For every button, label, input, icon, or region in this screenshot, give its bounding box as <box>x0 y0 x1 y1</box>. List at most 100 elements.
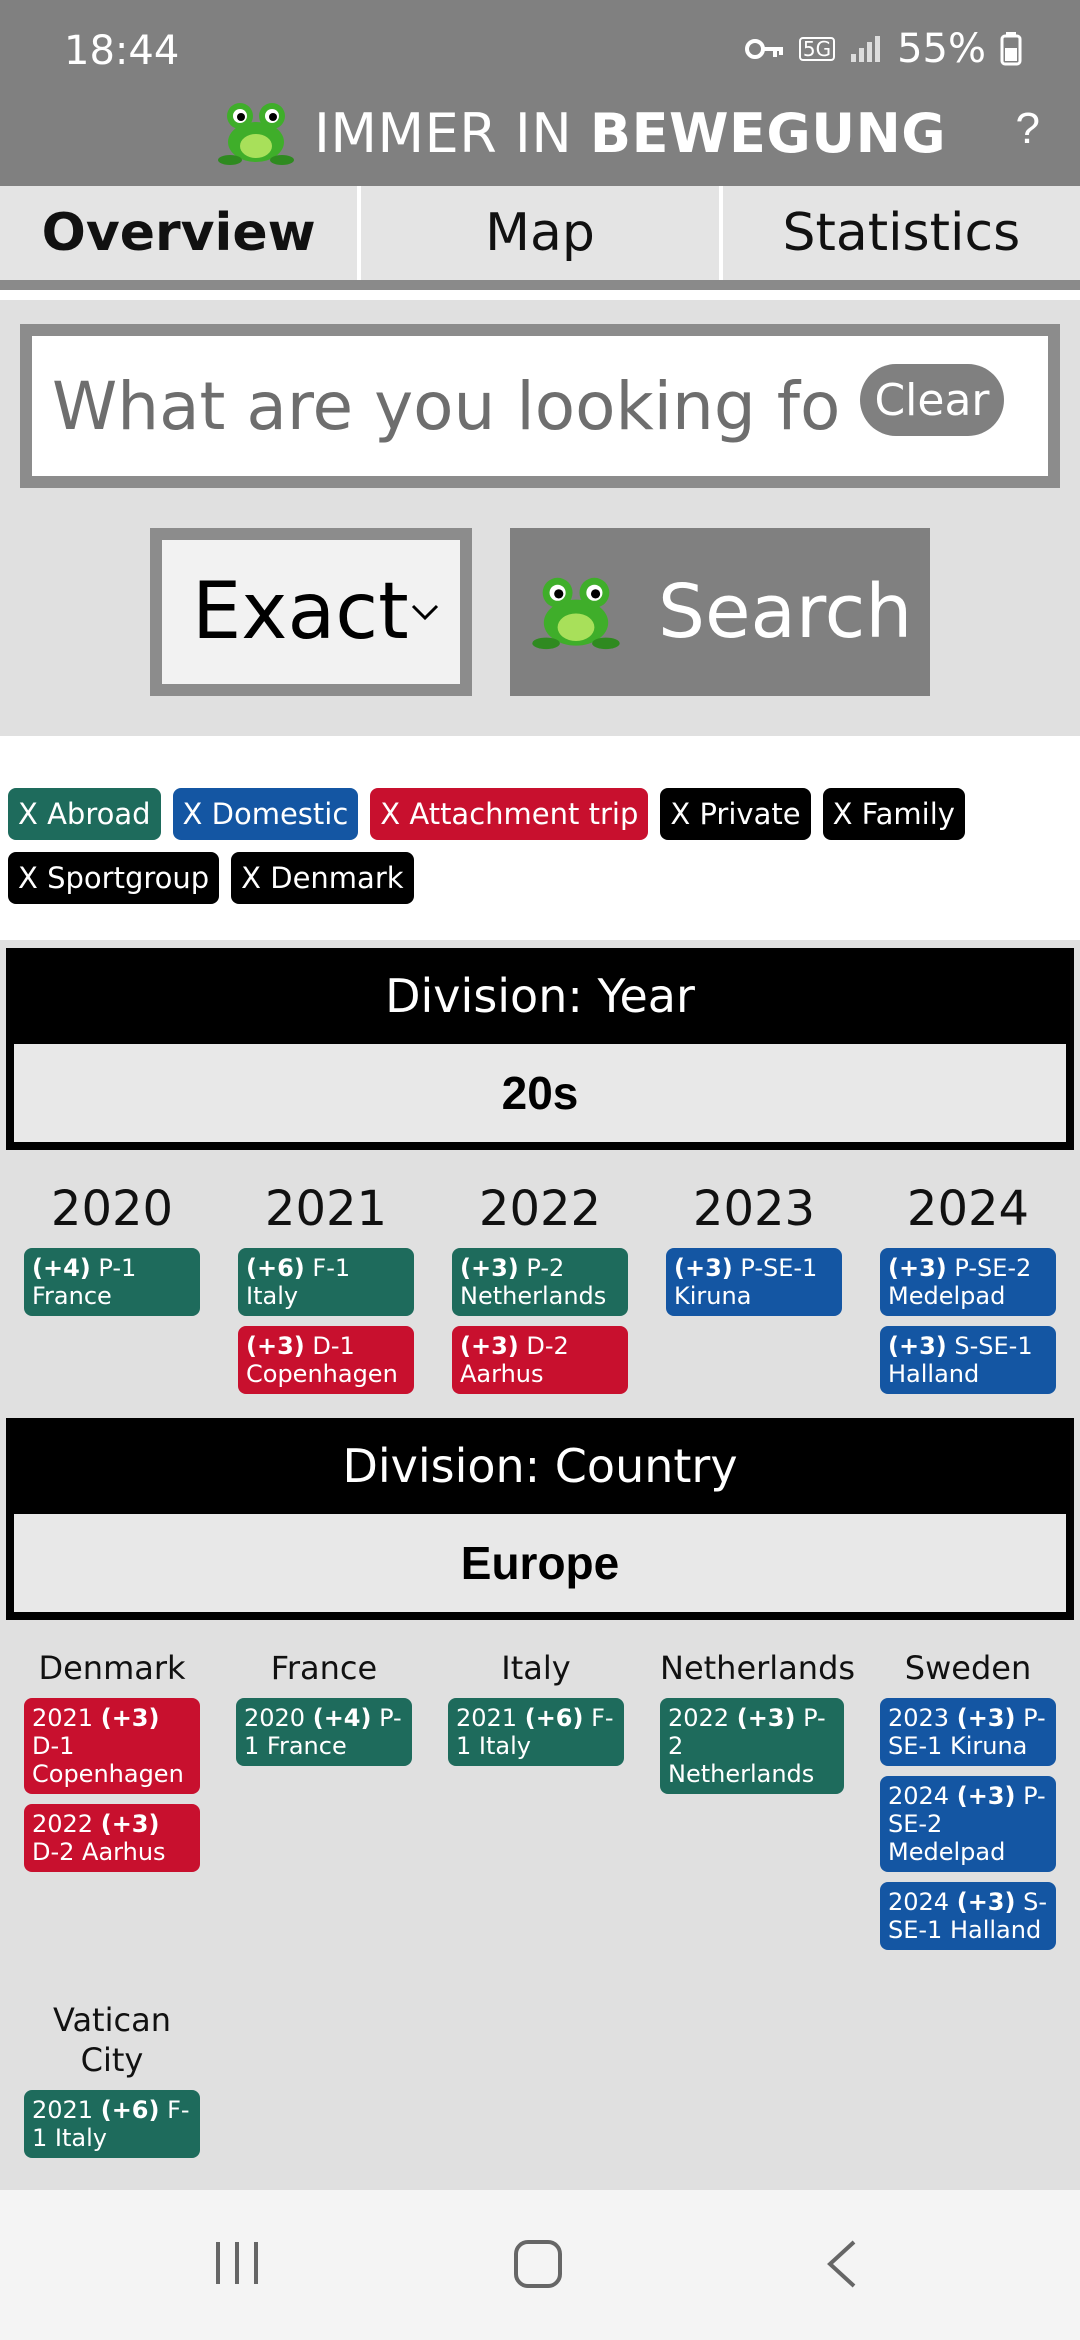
search-button[interactable]: Search <box>510 528 930 696</box>
trip-year: 2023 <box>888 1704 950 1732</box>
trip-year: 2020 <box>244 1704 306 1732</box>
frog-icon <box>530 568 622 657</box>
trip-card[interactable]: (+4) P-1 France <box>24 1248 200 1316</box>
trip-card[interactable]: 2022 (+3) P-2 Netherlands <box>660 1698 844 1794</box>
country-heading: Netherlands <box>660 1649 856 1687</box>
trip-label: S-SE-1 Halland <box>888 1888 1048 1944</box>
help-button[interactable]: ? <box>1015 104 1040 153</box>
app-title: IMMER IN BEWEGUNG <box>216 96 946 171</box>
network-label: 5G <box>798 37 836 61</box>
trip-label: F-1 Italy <box>456 1704 614 1760</box>
trip-card[interactable]: 2020 (+4) P-1 France <box>236 1698 412 1766</box>
status-time: 18:44 <box>64 28 180 74</box>
trip-year: 2024 <box>888 1888 950 1916</box>
battery-percent: 55% <box>897 26 986 72</box>
year-heading: 2024 <box>906 1181 1030 1237</box>
trip-card[interactable]: (+3) D-2 Aarhus <box>452 1326 628 1394</box>
division-country-group[interactable]: Europe <box>14 1514 1066 1612</box>
trip-card[interactable]: 2023 (+3) P-SE-1 Kiruna <box>880 1698 1056 1766</box>
back-icon[interactable] <box>822 2238 862 2295</box>
year-heading: 2022 <box>478 1181 602 1237</box>
system-nav-bar <box>0 2190 1080 2340</box>
trip-label: F-1 Italy <box>246 1254 351 1310</box>
trip-count: (+3) <box>956 1704 1016 1732</box>
trip-label: D-2 Aarhus <box>460 1332 569 1388</box>
trip-card[interactable]: 2021 (+3) D-1 Copenhagen <box>24 1698 200 1794</box>
trip-label: F-1 Italy <box>32 2096 190 2152</box>
trip-card[interactable]: 2024 (+3) P-SE-2 Medelpad <box>880 1776 1056 1872</box>
trip-card[interactable]: (+3) P-SE-2 Medelpad <box>880 1248 1056 1316</box>
country-heading: France <box>270 1649 378 1687</box>
country-column-italy: Italy 2021 (+6) F-1 Italy <box>448 1648 624 1766</box>
trip-card[interactable]: 2022 (+3) D-2 Aarhus <box>24 1804 200 1872</box>
trip-count: (+3) <box>460 1254 519 1282</box>
year-column-2020: 2020 (+4) P-1 France <box>24 1180 200 1316</box>
status-icons: 5G 55% <box>744 26 1022 72</box>
match-mode-value: Exact <box>192 567 409 657</box>
search-box: Clear <box>20 324 1060 488</box>
filter-chip-family[interactable]: X Family <box>822 788 965 840</box>
trip-card[interactable]: (+3) D-1 Copenhagen <box>238 1326 414 1394</box>
trip-label: P-SE-2 Medelpad <box>888 1782 1046 1866</box>
trip-count: (+4) <box>32 1254 91 1282</box>
filter-chip-denmark[interactable]: X Denmark <box>231 852 414 904</box>
filter-chip-abroad[interactable]: X Abroad <box>8 788 161 840</box>
trip-label: D-1 Copenhagen <box>32 1732 184 1788</box>
division-year: Division: Year 20s <box>6 948 1074 1150</box>
division-country: Division: Country Europe <box>6 1418 1074 1620</box>
trip-year: 2021 <box>32 1704 94 1732</box>
trip-label: D-1 Copenhagen <box>246 1332 398 1388</box>
key-icon <box>744 37 785 61</box>
trip-count: (+3) <box>736 1704 796 1732</box>
division-year-title: Division: Year <box>385 969 695 1023</box>
search-input[interactable] <box>52 356 842 456</box>
year-heading: 2023 <box>692 1181 816 1237</box>
trip-card[interactable]: 2021 (+6) F-1 Italy <box>448 1698 624 1766</box>
filter-chip-domestic[interactable]: X Domestic <box>172 788 359 840</box>
country-heading: Italy <box>501 1649 571 1687</box>
trip-label: P-SE-2 Medelpad <box>888 1254 1032 1310</box>
tab-overview[interactable]: Overview <box>0 186 362 280</box>
trip-card[interactable]: (+3) P-2 Netherlands <box>452 1248 628 1316</box>
country-column-sweden: Sweden 2023 (+3) P-SE-1 Kiruna 2024 (+3)… <box>880 1648 1056 1950</box>
trip-count: (+3) <box>888 1254 947 1282</box>
trip-label: P-SE-1 Kiruna <box>888 1704 1046 1760</box>
trip-card[interactable]: 2021 (+6) F-1 Italy <box>24 2090 200 2158</box>
trip-label: P-2 Netherlands <box>668 1704 826 1788</box>
trip-card[interactable]: (+6) F-1 Italy <box>238 1248 414 1316</box>
trip-year: 2021 <box>32 2096 94 2124</box>
trip-count: (+4) <box>312 1704 372 1732</box>
trip-label: P-1 France <box>244 1704 402 1760</box>
clear-button[interactable]: Clear <box>860 364 1004 436</box>
trip-card[interactable]: (+3) P-SE-1 Kiruna <box>666 1248 842 1316</box>
trip-count: (+3) <box>100 1704 160 1732</box>
tab-map[interactable]: Map <box>361 186 723 280</box>
trip-count: (+3) <box>674 1254 733 1282</box>
year-column-2021: 2021 (+6) F-1 Italy (+3) D-1 Copenhagen <box>238 1180 414 1394</box>
battery-icon <box>1000 32 1022 66</box>
country-column-france: France 2020 (+4) P-1 France <box>236 1648 412 1766</box>
home-icon[interactable] <box>512 2238 564 2295</box>
filter-chip-sportgroup[interactable]: X Sportgroup <box>8 852 220 904</box>
recent-apps-icon[interactable] <box>212 2238 262 2293</box>
app-header: 18:44 5G 55% IMMER IN BEWEGUNG ? <box>0 0 1080 186</box>
tab-bar: Overview Map Statistics <box>0 186 1080 290</box>
filter-chips: X Abroad X Domestic X Attachment trip X … <box>8 788 1072 904</box>
country-column-denmark: Denmark 2021 (+3) D-1 Copenhagen 2022 (+… <box>24 1648 200 1872</box>
country-heading: Denmark <box>38 1649 186 1687</box>
trip-label: P-2 Netherlands <box>460 1254 607 1310</box>
filter-chip-private[interactable]: X Private <box>660 788 811 840</box>
trip-card[interactable]: (+3) S-SE-1 Halland <box>880 1326 1056 1394</box>
tab-statistics[interactable]: Statistics <box>782 203 1021 263</box>
division-year-group[interactable]: 20s <box>14 1044 1066 1142</box>
search-button-label: Search <box>658 569 913 655</box>
filter-chip-attachment-trip[interactable]: X Attachment trip <box>370 788 649 840</box>
trip-label: D-2 Aarhus <box>32 1838 166 1866</box>
trip-count: (+3) <box>956 1888 1016 1916</box>
year-column-2024: 2024 (+3) P-SE-2 Medelpad (+3) S-SE-1 Ha… <box>880 1180 1056 1394</box>
trip-card[interactable]: 2024 (+3) S-SE-1 Halland <box>880 1882 1056 1950</box>
app-title-text: IMMER IN BEWEGUNG <box>314 102 946 165</box>
match-mode-select[interactable]: Exact <box>150 528 472 696</box>
trip-count: (+3) <box>956 1782 1016 1810</box>
year-heading: 2020 <box>50 1181 174 1237</box>
